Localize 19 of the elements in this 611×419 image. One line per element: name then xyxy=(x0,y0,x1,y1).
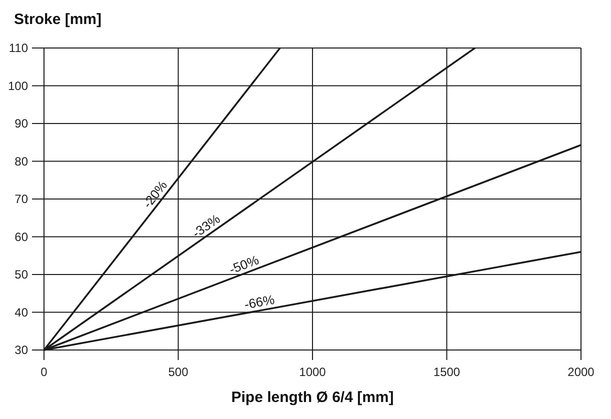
text: -66% xyxy=(243,292,276,312)
text: -33% xyxy=(189,210,224,241)
x-tick-label: 1000 xyxy=(299,365,326,379)
y-tick-label: 50 xyxy=(14,268,28,282)
y-tick-label: 70 xyxy=(14,192,28,206)
y-tick-label: 40 xyxy=(14,305,28,320)
x-tick-label: 0 xyxy=(40,365,48,379)
y-tick-label: 90 xyxy=(14,116,28,131)
text: -50% xyxy=(227,252,262,277)
x-tick-label: 1500 xyxy=(433,365,460,379)
x-tick-label: 2000 xyxy=(568,365,595,379)
y-tick-label: 110 xyxy=(8,41,28,56)
x-axis-title: Pipe length Ø 6/4 [mm] xyxy=(231,389,394,406)
y-tick-label: 60 xyxy=(14,230,28,244)
y-axis-title: Stroke [mm] xyxy=(14,11,102,28)
x-tick-label: 500 xyxy=(168,365,189,379)
y-tick-label: 80 xyxy=(14,154,28,168)
y-tick-label: 100 xyxy=(8,78,28,93)
y-tick-label: 30 xyxy=(14,343,28,358)
